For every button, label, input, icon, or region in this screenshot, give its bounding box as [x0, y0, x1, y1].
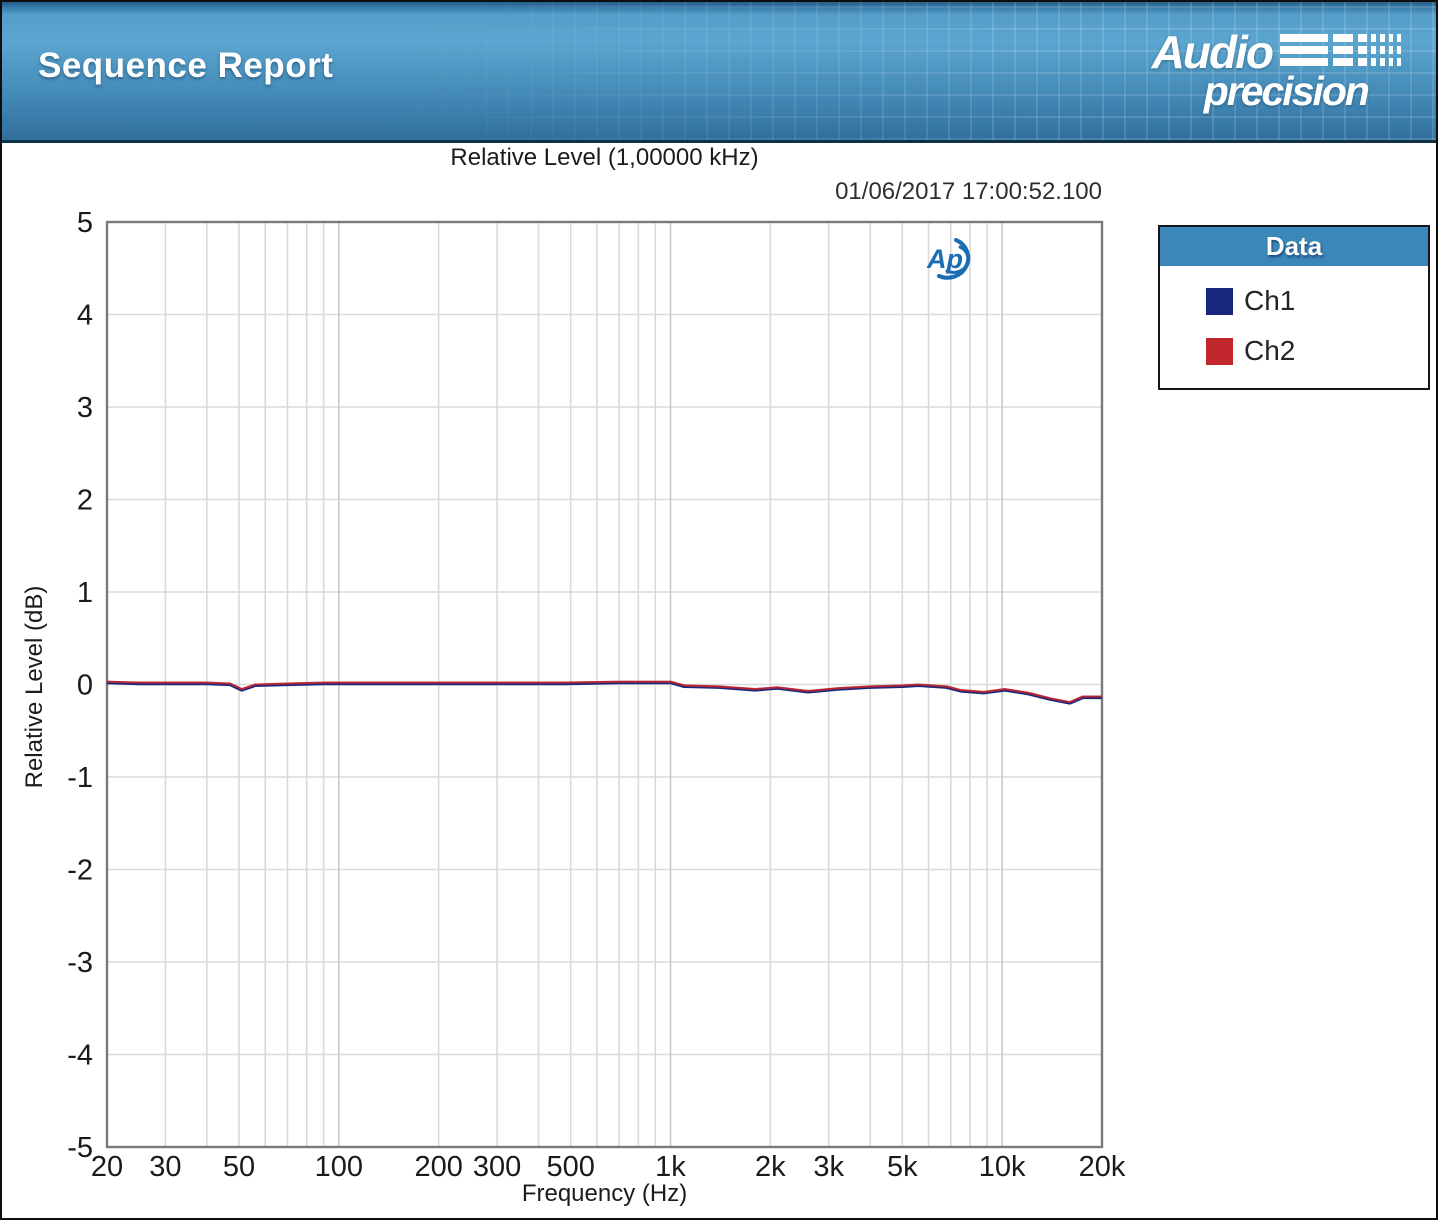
x-axis-title: Frequency (Hz) [521, 1180, 688, 1207]
svg-text:500: 500 [546, 1151, 594, 1183]
svg-text:-5: -5 [67, 1132, 93, 1164]
legend-item-ch2: Ch2 [1160, 326, 1428, 376]
svg-text:3: 3 [77, 392, 93, 424]
svg-text:4: 4 [77, 300, 93, 332]
svg-text:20k: 20k [1079, 1151, 1126, 1183]
svg-text:100: 100 [315, 1151, 363, 1183]
ap-logo-text: Ap [926, 244, 963, 274]
svg-text:-4: -4 [67, 1040, 93, 1072]
ap-circle-logo: Ap [920, 235, 982, 285]
audio-precision-logo: Audio precision [1151, 26, 1406, 114]
report-body: Relative Level (1,00000 kHz) 01/06/2017 … [2, 143, 1436, 1218]
svg-text:2k: 2k [755, 1151, 786, 1183]
frequency-response-plot: 5 4 3 2 1 0 -1 -2 -3 -4 -520 30 50 100 200 300 500 1k 2k 3k… [67, 207, 1126, 1183]
svg-text:30: 30 [149, 1151, 181, 1183]
legend-label-ch1: Ch1 [1244, 285, 1296, 316]
ch1-color-swatch [1206, 287, 1233, 315]
svg-text:-1: -1 [67, 762, 93, 794]
svg-text:1: 1 [77, 577, 93, 609]
logo-barcode-icon [1280, 34, 1401, 66]
legend-header: Data [1160, 227, 1428, 266]
report-banner: Sequence Report Audio [2, 2, 1436, 143]
svg-text:50: 50 [223, 1151, 255, 1183]
svg-text:10k: 10k [979, 1151, 1026, 1183]
svg-text:20: 20 [91, 1151, 123, 1183]
chart-timestamp: 01/06/2017 17:00:52.100 [835, 178, 1102, 205]
logo-word-precision: precision [1203, 68, 1370, 114]
svg-text:0: 0 [77, 670, 93, 702]
legend-item-ch1: Ch1 [1160, 276, 1428, 326]
report-title: Sequence Report [38, 46, 334, 85]
svg-text:3k: 3k [813, 1151, 844, 1183]
svg-text:1k: 1k [655, 1151, 686, 1183]
legend-label-ch2: Ch2 [1244, 335, 1296, 366]
svg-text:-3: -3 [67, 947, 93, 979]
svg-text:5k: 5k [887, 1151, 918, 1183]
svg-text:200: 200 [414, 1151, 462, 1183]
chart-title: Relative Level (1,00000 kHz) [450, 144, 759, 171]
legend-items: Ch1 Ch2 [1160, 266, 1428, 388]
svg-text:300: 300 [473, 1151, 521, 1183]
svg-text:5: 5 [77, 207, 93, 239]
logo-word-audio: Audio [1151, 26, 1274, 78]
svg-text:-2: -2 [67, 855, 93, 887]
legend: Data Ch1 Ch2 [1158, 225, 1430, 390]
svg-text:2: 2 [77, 485, 93, 517]
ch2-color-swatch [1206, 337, 1233, 365]
